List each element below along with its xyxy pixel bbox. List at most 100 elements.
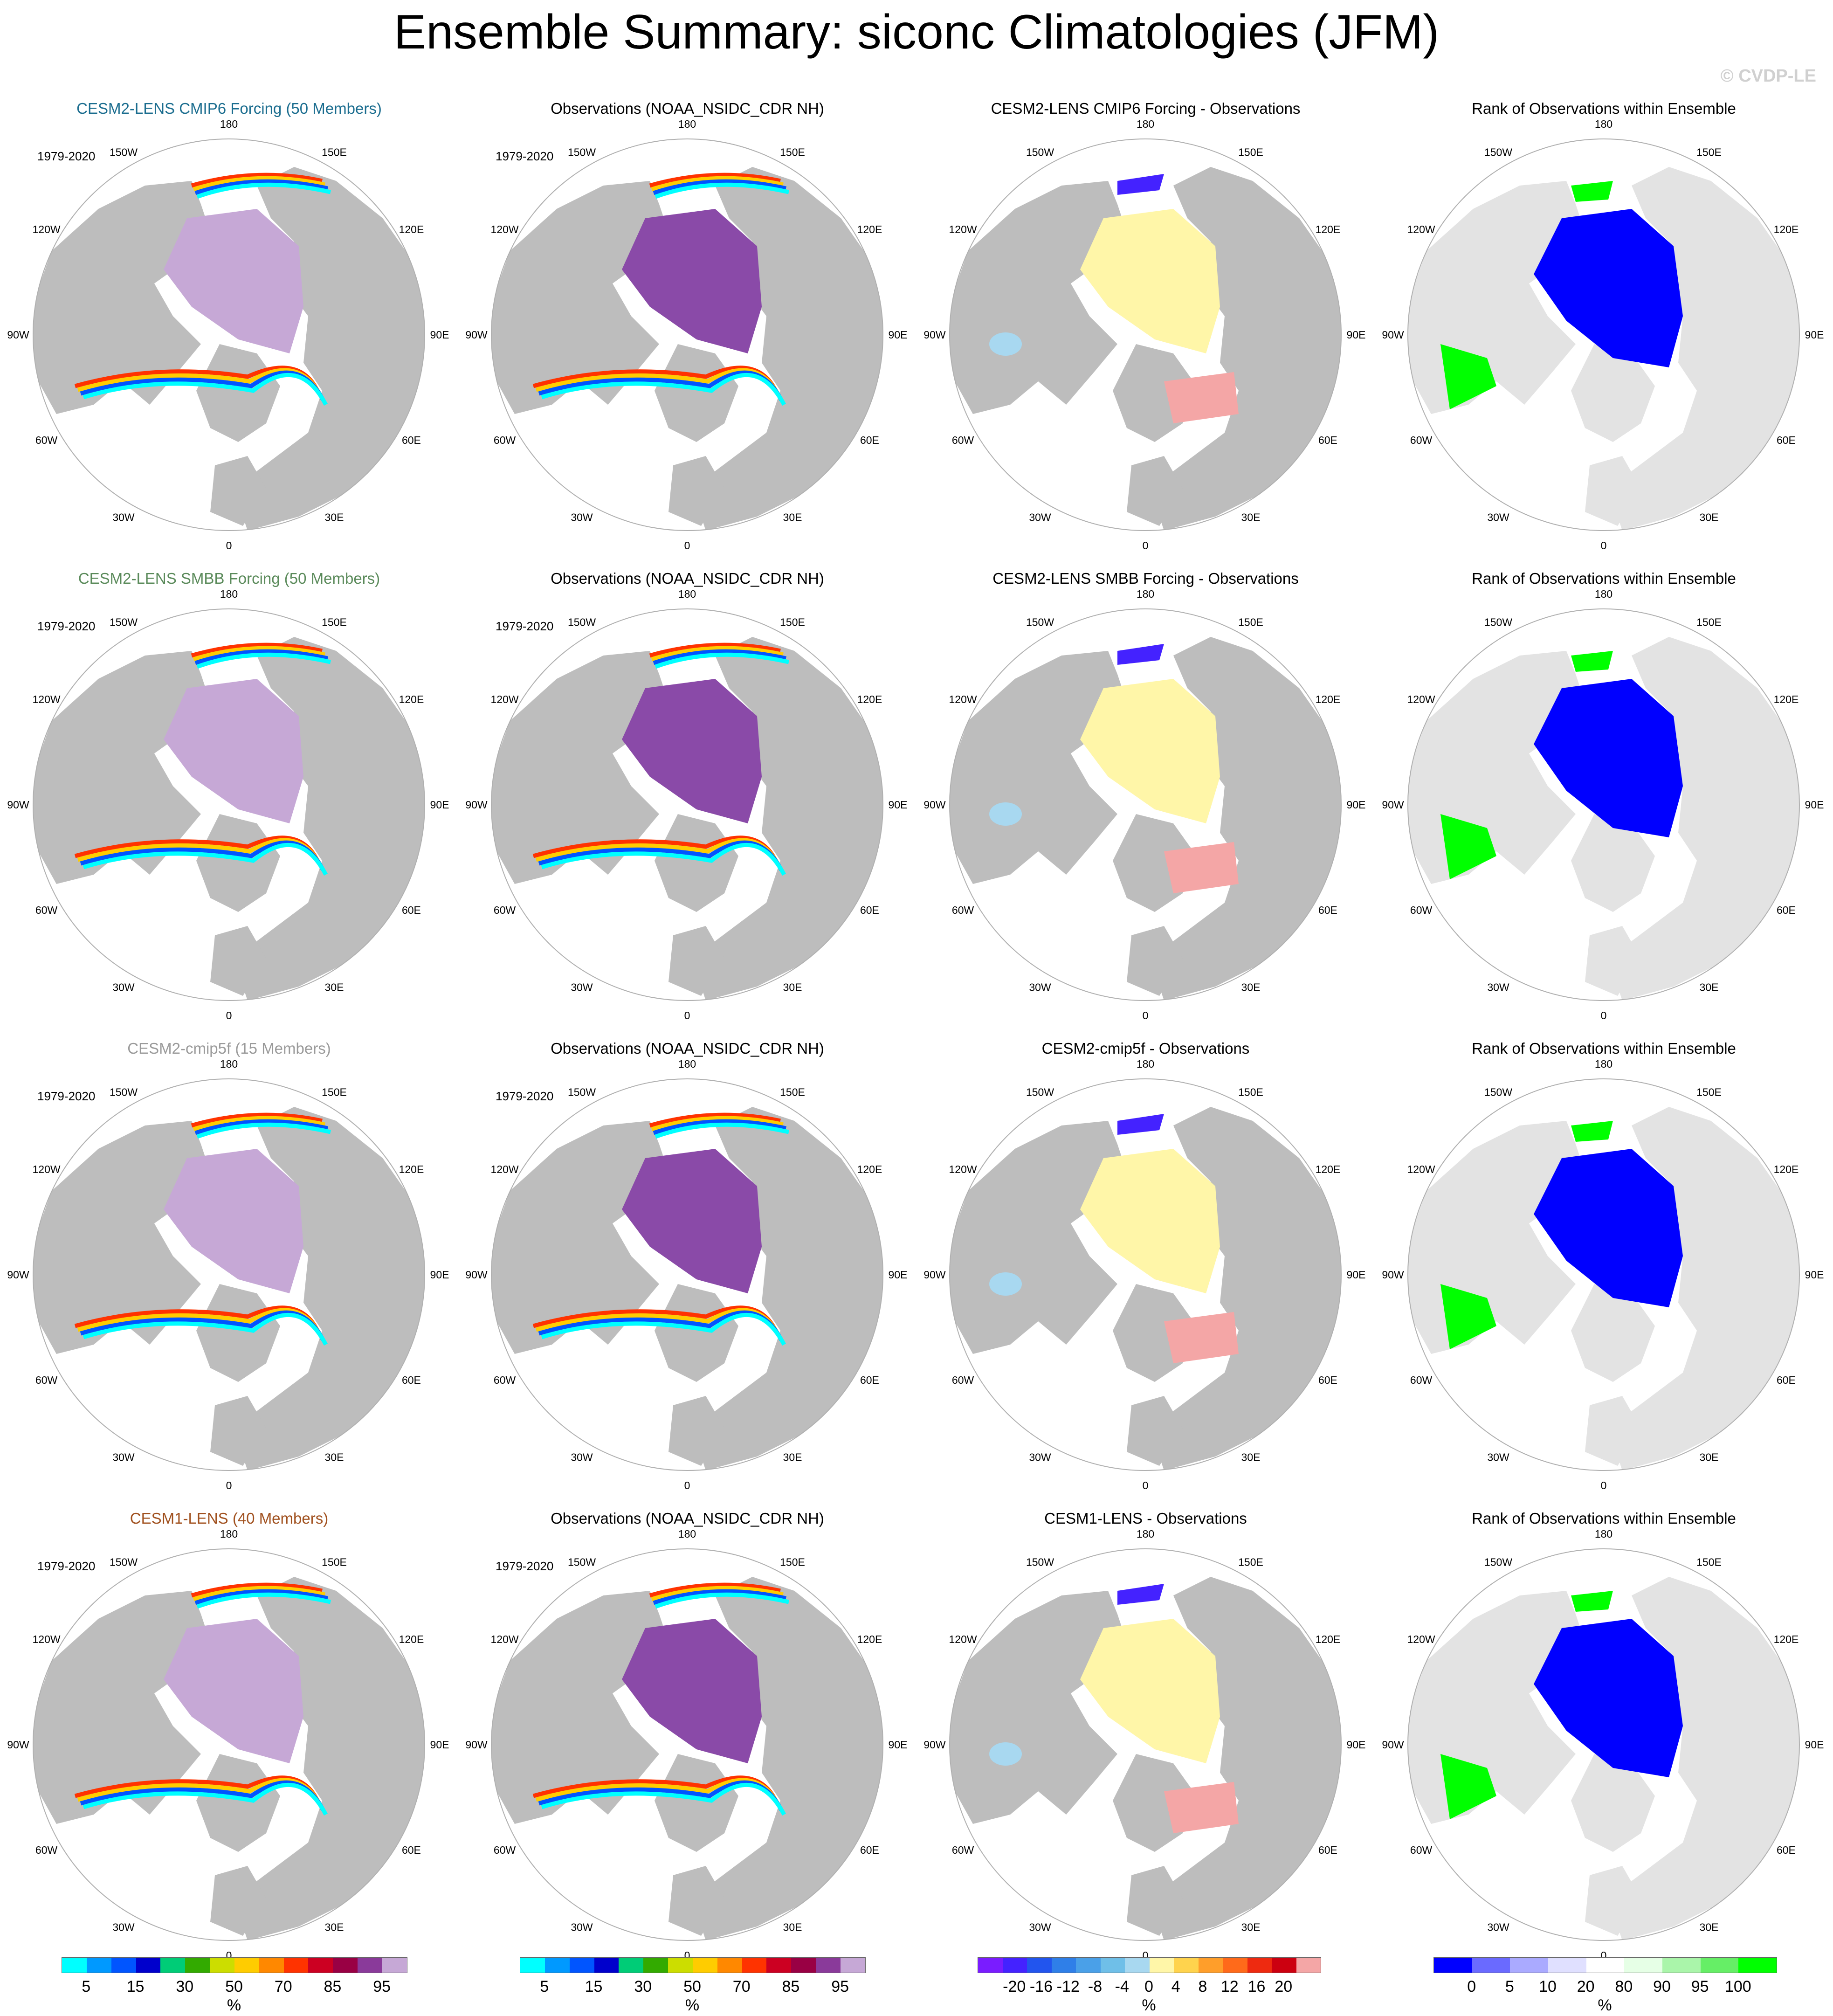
longitude-label: 150E bbox=[1696, 146, 1722, 159]
longitude-label: 150E bbox=[780, 1086, 805, 1098]
ice-edge-band bbox=[83, 1312, 328, 1346]
colorbar-tick-label: 30 bbox=[634, 1978, 652, 1995]
longitude-label: 150W bbox=[1484, 146, 1512, 159]
europe-landmass bbox=[1585, 926, 1641, 996]
colorbar-tick-label: 20 bbox=[1275, 1978, 1293, 1995]
ice-edge-band bbox=[196, 1592, 331, 1609]
colorbar-swatch bbox=[308, 1958, 333, 1973]
longitude-label: 90E bbox=[1805, 329, 1824, 341]
longitude-label: 120E bbox=[1774, 693, 1799, 705]
longitude-label: 90W bbox=[7, 799, 29, 811]
colorbar-tick-label: 5 bbox=[82, 1978, 91, 1995]
diff-negative bbox=[1117, 1114, 1164, 1135]
longitude-label: 90W bbox=[1382, 329, 1404, 341]
panel-title: Rank of Observations within Ensemble bbox=[1472, 1040, 1736, 1057]
map-border bbox=[1407, 1548, 1800, 1941]
longitude-label: 120E bbox=[857, 693, 882, 705]
longitude-label: 90W bbox=[923, 799, 946, 811]
diff-negative bbox=[989, 1272, 1022, 1296]
europe-landmass bbox=[1585, 1866, 1641, 1936]
europe-landmass bbox=[210, 1866, 266, 1936]
rank-low bbox=[1534, 679, 1683, 837]
europe-landmass bbox=[668, 1866, 724, 1936]
diff-positive bbox=[1164, 1312, 1239, 1363]
colorbar-swatch bbox=[1662, 1958, 1701, 1973]
longitude-label: 60W bbox=[494, 1844, 516, 1856]
longitude-label: 60E bbox=[1777, 1844, 1796, 1856]
colorbar-tick-label: 8 bbox=[1198, 1978, 1207, 1995]
longitude-label: 90E bbox=[1805, 1269, 1824, 1281]
colorbar-tick-label: 12 bbox=[1220, 1978, 1239, 1995]
longitude-label: 30W bbox=[1487, 981, 1509, 993]
rank-high bbox=[1571, 1121, 1613, 1142]
colorbar-clim-2: 5 15 30 50 70 85 95% bbox=[520, 1957, 866, 2016]
greenland-landmass bbox=[196, 1754, 280, 1852]
map-border bbox=[33, 608, 425, 1001]
colorbar-tick-label: 50 bbox=[683, 1978, 701, 1995]
longitude-label: 120E bbox=[1316, 1633, 1341, 1645]
colorbar-swatch bbox=[643, 1958, 668, 1973]
map-border bbox=[1407, 1078, 1800, 1471]
longitude-label: 30W bbox=[1487, 1921, 1509, 1933]
europe-landmass bbox=[668, 456, 724, 526]
longitude-label: 120W bbox=[491, 223, 519, 235]
longitude-label: 60W bbox=[952, 1374, 974, 1386]
colorbar-swatch bbox=[259, 1958, 284, 1973]
panel-diff-row4: 180 150E 120E 90E 60E 30E 0 30W 60W 90W 120W 150W CE… bbox=[916, 1507, 1375, 1977]
map-border bbox=[949, 608, 1342, 1001]
rank-high bbox=[1571, 1591, 1613, 1612]
map-border bbox=[1407, 608, 1800, 1001]
colorbar-tick-label: -16 bbox=[1029, 1978, 1053, 1995]
europe-landmass bbox=[210, 456, 266, 526]
ice-edge-band bbox=[651, 176, 784, 192]
longitude-label: 150E bbox=[1238, 1086, 1263, 1098]
panel-title: Rank of Observations within Ensemble bbox=[1472, 570, 1736, 587]
colorbar-swatch bbox=[569, 1958, 594, 1973]
ice-edge-band bbox=[649, 173, 781, 188]
north-america-landmass bbox=[491, 651, 668, 884]
rank-high bbox=[1571, 181, 1613, 202]
rank-high bbox=[1440, 1754, 1496, 1819]
ice-edge-band bbox=[194, 179, 328, 195]
colorbar-swatch bbox=[1051, 1958, 1076, 1973]
greenland-landmass bbox=[1571, 1754, 1655, 1852]
eurasia-landmass bbox=[1150, 1107, 1341, 1471]
diff-negative bbox=[1117, 174, 1164, 195]
longitude-label: 60W bbox=[1410, 1374, 1433, 1386]
colorbar-tick-label: 70 bbox=[732, 1978, 751, 1995]
panel-rank-row1: 180 150E 120E 90E 60E 30E 0 30W 60W 90W 120W 150W Ra… bbox=[1375, 97, 1833, 567]
longitude-label: 30W bbox=[1487, 511, 1509, 523]
longitude-label: 150W bbox=[1484, 1086, 1512, 1098]
longitude-label: 150E bbox=[1238, 146, 1263, 159]
longitude-label: 90W bbox=[465, 799, 488, 811]
eurasia-landmass bbox=[1608, 167, 1799, 531]
north-america-landmass bbox=[491, 1591, 668, 1824]
ice-edge-band bbox=[653, 1589, 786, 1605]
longitude-label: 60E bbox=[1318, 904, 1337, 916]
longitude-label: 120W bbox=[1407, 223, 1435, 235]
longitude-label: 120W bbox=[491, 1163, 519, 1175]
colorbar-swatch bbox=[1100, 1958, 1125, 1973]
colorbar-swatch bbox=[1510, 1958, 1548, 1973]
colorbar-swatch bbox=[1738, 1958, 1777, 1973]
colorbar-swatch bbox=[668, 1958, 693, 1973]
ice-edge-band bbox=[651, 1116, 784, 1132]
ice-edge-band bbox=[191, 642, 323, 658]
north-america-landmass bbox=[33, 651, 210, 884]
longitude-label: 30W bbox=[571, 1921, 593, 1933]
longitude-label: 150W bbox=[110, 1086, 138, 1098]
greenland-landmass bbox=[1571, 814, 1655, 912]
ice-edge-band bbox=[655, 1592, 789, 1609]
diff-near-zero bbox=[1080, 209, 1220, 353]
polar-map: 180 150E 120E 90E 60E 30E 0 30W 60W 90W 120W 150W bbox=[1382, 1058, 1824, 1491]
europe-landmass bbox=[1127, 1866, 1183, 1936]
rank-high bbox=[1571, 651, 1613, 672]
longitude-label: 120W bbox=[33, 223, 61, 235]
longitude-label: 90W bbox=[923, 1739, 946, 1751]
ice-edge-band bbox=[196, 1122, 331, 1139]
colorbar-swatch bbox=[1296, 1958, 1321, 1973]
diff-negative bbox=[1117, 644, 1164, 665]
colorbar-swatch bbox=[1076, 1958, 1101, 1973]
colorbar-tick-label: 95 bbox=[373, 1978, 391, 1995]
longitude-label: 150W bbox=[110, 616, 138, 628]
